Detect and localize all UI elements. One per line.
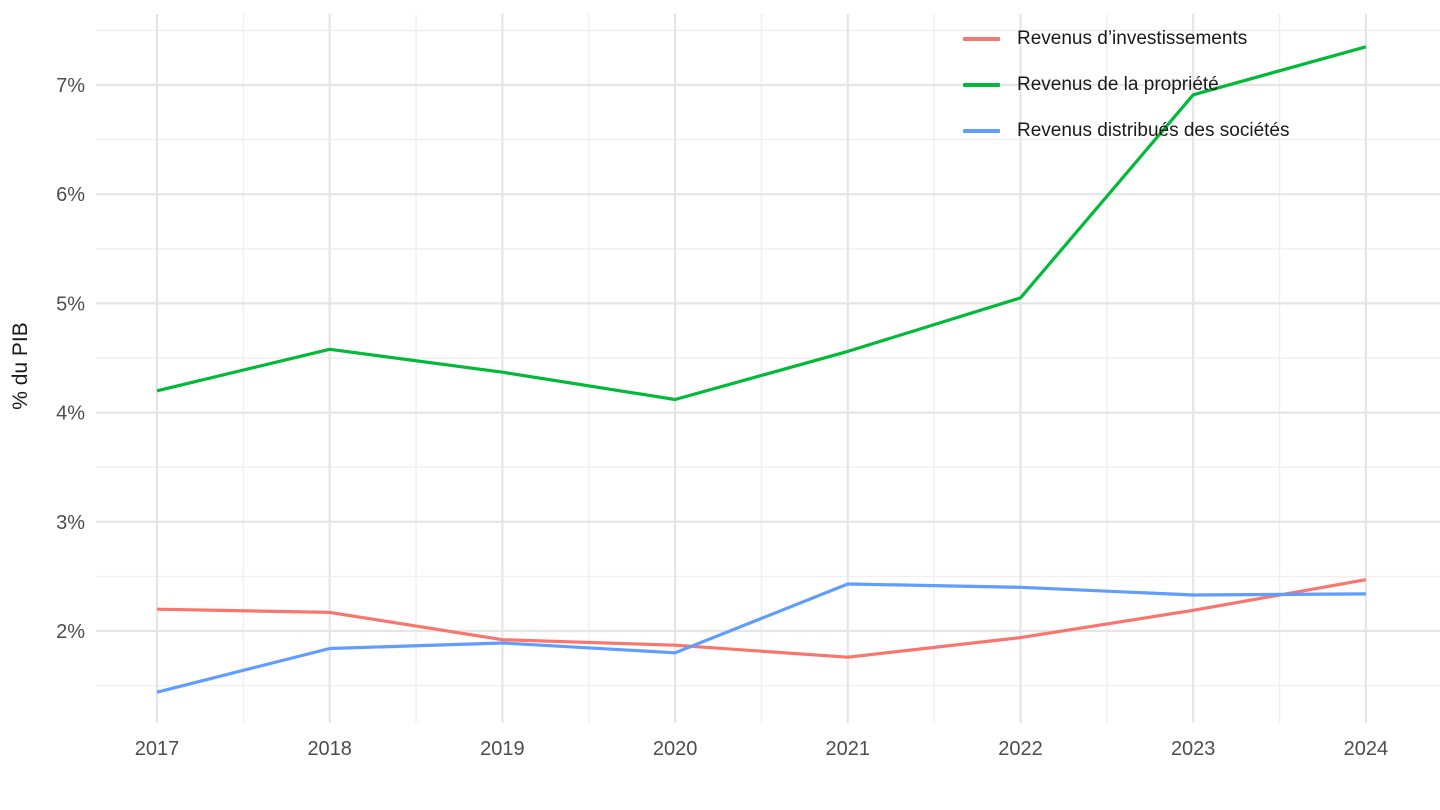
legend-item-propriete: Revenus de la propriété [963, 62, 1289, 108]
legend: Revenus d’investissements Revenus de la … [963, 16, 1289, 154]
y-tick-label: 3% [56, 512, 85, 534]
x-tick-label: 2024 [1344, 738, 1389, 760]
legend-item-distribues: Revenus distribués des sociétés [963, 108, 1289, 154]
legend-item-investissements: Revenus d’investissements [963, 16, 1289, 62]
y-tick-label: 4% [56, 403, 85, 425]
x-tick-label: 2019 [480, 738, 525, 760]
y-tick-label: 7% [56, 75, 85, 97]
y-tick-label: 5% [56, 293, 85, 315]
x-tick-label: 2020 [653, 738, 698, 760]
y-tick-label: 6% [56, 184, 85, 206]
x-tick-label: 2022 [998, 738, 1043, 760]
legend-label: Revenus distribués des sociétés [1017, 120, 1290, 141]
x-tick-label: 2023 [1171, 738, 1216, 760]
legend-line-swatch-blue [963, 129, 1000, 133]
legend-label: Revenus de la propriété [1017, 74, 1219, 95]
series-line [156, 582, 1366, 694]
series-line [156, 578, 1367, 659]
legend-label: Revenus d’investissements [1017, 28, 1248, 49]
legend-line-swatch-green [963, 83, 1000, 87]
x-tick-label: 2021 [826, 738, 871, 760]
x-tick-label: 2018 [307, 738, 352, 760]
x-tick-label: 2017 [135, 738, 180, 760]
y-tick-label: 2% [56, 621, 85, 643]
legend-line-swatch-red [963, 37, 1000, 41]
y-axis-title: % du PIB [9, 322, 32, 410]
series-line [156, 45, 1367, 402]
